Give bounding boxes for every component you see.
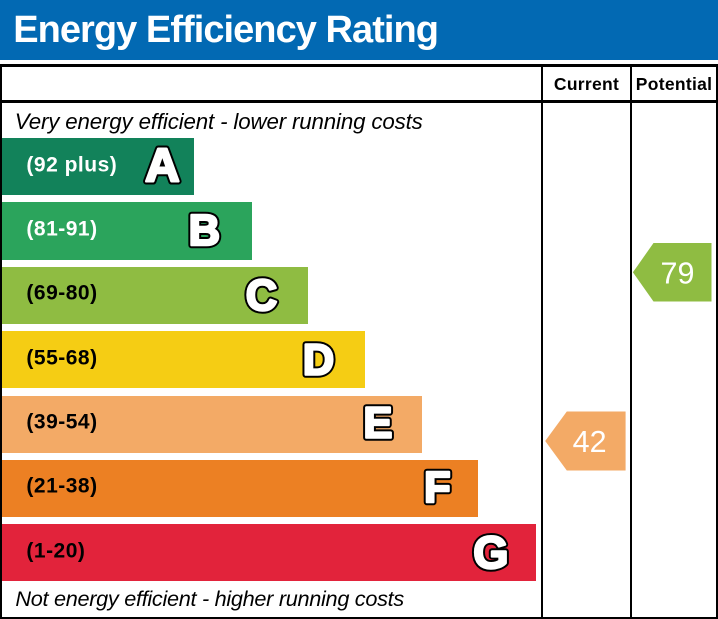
svg-text:G: G — [473, 527, 508, 578]
svg-text:D: D — [303, 336, 334, 384]
svg-text:F: F — [424, 464, 450, 512]
svg-text:C: C — [246, 272, 277, 320]
svg-text:42: 42 — [573, 425, 607, 459]
svg-text:A: A — [145, 140, 179, 193]
svg-text:G: G — [473, 527, 508, 578]
svg-text:C: C — [246, 272, 277, 320]
svg-text:F: F — [424, 464, 450, 512]
svg-text:A: A — [145, 140, 179, 193]
svg-text:79: 79 — [661, 256, 695, 290]
svg-text:D: D — [303, 336, 334, 384]
svg-text:E: E — [363, 399, 392, 447]
svg-text:E: E — [363, 399, 392, 447]
svg-text:B: B — [189, 207, 220, 255]
svg-text:B: B — [189, 207, 220, 255]
